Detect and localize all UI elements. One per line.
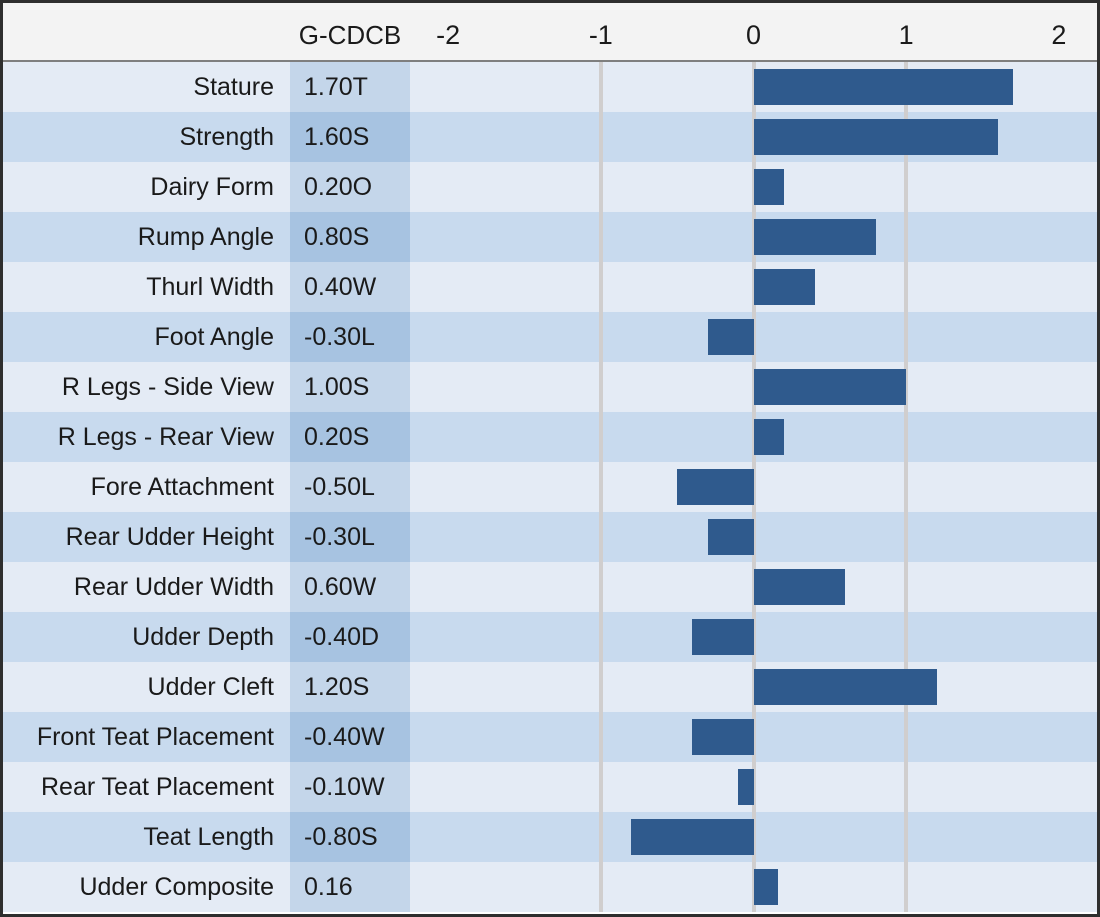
trait-bar	[753, 69, 1014, 105]
chart-body: Stature 1.70T Strength 1.60S Dairy Form …	[3, 62, 1097, 912]
bar-track	[410, 562, 1097, 612]
trait-row-udder-composite: Udder Composite 0.16	[3, 862, 1097, 912]
bar-track	[410, 762, 1097, 812]
trait-label: Dairy Form	[3, 162, 290, 212]
chart-header: G-CDCB -2 -1 0 1 2	[3, 3, 1097, 62]
trait-value: 1.20S	[290, 662, 410, 712]
trait-label: Rump Angle	[3, 212, 290, 262]
trait-row-rear-udder-height: Rear Udder Height -0.30L	[3, 512, 1097, 562]
axis-tick-minus-1: -1	[588, 20, 613, 50]
trait-label: Rear Udder Height	[3, 512, 290, 562]
bar-track	[410, 712, 1097, 762]
bar-track	[410, 462, 1097, 512]
axis-tick-minus-2: -2	[436, 20, 461, 50]
bar-track	[410, 862, 1097, 912]
trait-value: 0.20S	[290, 412, 410, 462]
trait-label: Teat Length	[3, 812, 290, 862]
trait-label: Udder Composite	[3, 862, 290, 912]
trait-bar	[738, 769, 754, 805]
trait-bar	[692, 619, 754, 655]
trait-row-front-teat-placement: Front Teat Placement -0.40W	[3, 712, 1097, 762]
bar-track	[410, 112, 1097, 162]
bar-track	[410, 162, 1097, 212]
trait-bar	[753, 419, 785, 455]
trait-value: -0.40W	[290, 712, 410, 762]
trait-row-thurl-width: Thurl Width 0.40W	[3, 262, 1097, 312]
trait-value: 0.80S	[290, 212, 410, 262]
trait-label: Udder Depth	[3, 612, 290, 662]
trait-label: Rear Teat Placement	[3, 762, 290, 812]
trait-row-r-legs-side-view: R Legs - Side View 1.00S	[3, 362, 1097, 412]
trait-bar	[753, 869, 778, 905]
trait-row-rear-udder-width: Rear Udder Width 0.60W	[3, 562, 1097, 612]
trait-bar	[707, 519, 754, 555]
bar-track	[410, 312, 1097, 362]
trait-bar	[692, 719, 754, 755]
trait-bar	[707, 319, 754, 355]
trait-value: 0.40W	[290, 262, 410, 312]
trait-label: Strength	[3, 112, 290, 162]
trait-value: -0.30L	[290, 312, 410, 362]
bar-track	[410, 62, 1097, 112]
trait-row-foot-angle: Foot Angle -0.30L	[3, 312, 1097, 362]
bar-track	[410, 512, 1097, 562]
trait-row-rump-angle: Rump Angle 0.80S	[3, 212, 1097, 262]
trait-value: -0.80S	[290, 812, 410, 862]
trait-value: 0.60W	[290, 562, 410, 612]
trait-label: Udder Cleft	[3, 662, 290, 712]
trait-value: 1.60S	[290, 112, 410, 162]
trait-row-udder-depth: Udder Depth -0.40D	[3, 612, 1097, 662]
trait-bar	[677, 469, 754, 505]
trait-label: Front Teat Placement	[3, 712, 290, 762]
trait-bar	[631, 819, 754, 855]
trait-value: -0.10W	[290, 762, 410, 812]
trait-value: -0.50L	[290, 462, 410, 512]
trait-row-stature: Stature 1.70T	[3, 62, 1097, 112]
bar-track	[410, 612, 1097, 662]
trait-value: 1.70T	[290, 62, 410, 112]
trait-value: 1.00S	[290, 362, 410, 412]
axis-tick-plus-1: 1	[898, 20, 914, 50]
bar-track	[410, 412, 1097, 462]
trait-label: Stature	[3, 62, 290, 112]
trait-row-teat-length: Teat Length -0.80S	[3, 812, 1097, 862]
trait-bar	[753, 669, 937, 705]
trait-label: R Legs - Rear View	[3, 412, 290, 462]
trait-label: Thurl Width	[3, 262, 290, 312]
trait-bar	[753, 219, 876, 255]
bar-track	[410, 362, 1097, 412]
trait-row-dairy-form: Dairy Form 0.20O	[3, 162, 1097, 212]
trait-value: -0.40D	[290, 612, 410, 662]
bar-track	[410, 212, 1097, 262]
axis-tick-zero: 0	[745, 20, 762, 50]
trait-label: Rear Udder Width	[3, 562, 290, 612]
trait-bar	[753, 169, 785, 205]
trait-row-strength: Strength 1.60S	[3, 112, 1097, 162]
trait-row-fore-attachment: Fore Attachment -0.50L	[3, 462, 1097, 512]
trait-row-udder-cleft: Udder Cleft 1.20S	[3, 662, 1097, 712]
trait-bar	[753, 569, 846, 605]
trait-label: R Legs - Side View	[3, 362, 290, 412]
trait-bar	[753, 369, 907, 405]
trait-bar	[753, 119, 998, 155]
trait-label: Fore Attachment	[3, 462, 290, 512]
trait-row-r-legs-rear-view: R Legs - Rear View 0.20S	[3, 412, 1097, 462]
trait-value: 0.16	[290, 862, 410, 912]
trait-label: Foot Angle	[3, 312, 290, 362]
trait-value: -0.30L	[290, 512, 410, 562]
trait-bar	[753, 269, 815, 305]
bar-track	[410, 262, 1097, 312]
axis-tick-plus-2: 2	[1051, 20, 1067, 50]
value-column-header: G-CDCB	[298, 20, 402, 50]
bar-track	[410, 662, 1097, 712]
axis-tick-labels: -2 -1 0 1 2	[410, 3, 1097, 60]
trait-row-rear-teat-placement: Rear Teat Placement -0.10W	[3, 762, 1097, 812]
bar-track	[410, 812, 1097, 862]
trait-value: 0.20O	[290, 162, 410, 212]
